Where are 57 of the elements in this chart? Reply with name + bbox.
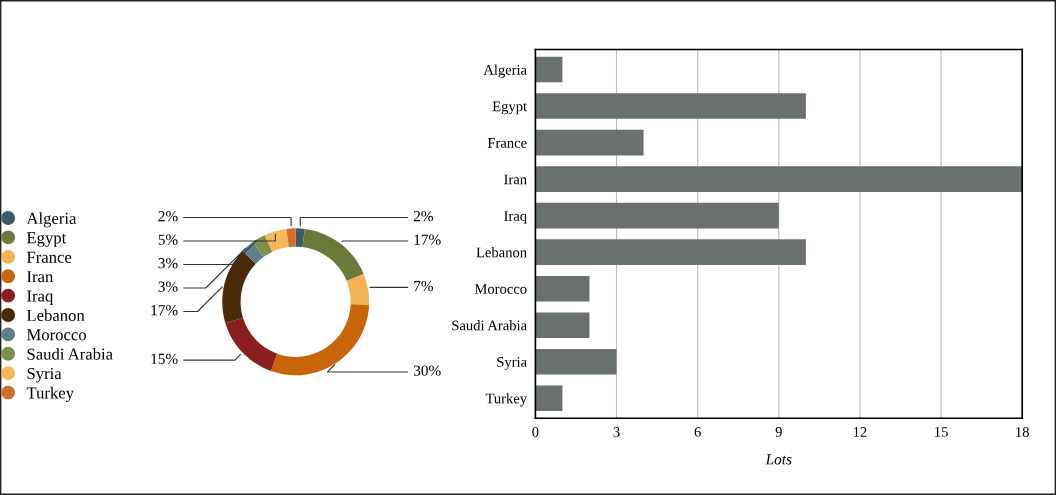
- legend-label: Iran: [27, 271, 54, 283]
- legend-label: Algeria: [26, 212, 77, 228]
- donut-slice: [271, 304, 370, 376]
- data-label: 2%: [158, 210, 178, 222]
- donut-slice: [222, 251, 256, 324]
- bar: [535, 239, 806, 265]
- data-label: 17%: [151, 305, 178, 316]
- donut-slice: [225, 317, 278, 371]
- y-tick-label: Algeria: [483, 64, 527, 78]
- legend-label: France: [26, 251, 72, 263]
- bar: [535, 385, 563, 411]
- donut-slice: [346, 273, 370, 306]
- y-tick-label: Turkey: [485, 393, 527, 407]
- donut-slice: [242, 242, 264, 264]
- y-tick-label: Lebanon: [476, 247, 527, 258]
- y-tick-label: Morocco: [474, 284, 527, 294]
- bar: [535, 312, 590, 338]
- legend-label: Egypt: [26, 232, 67, 247]
- x-tick-label: 18: [1016, 427, 1029, 437]
- bar: [535, 348, 617, 375]
- x-tick-label: 15: [935, 427, 948, 437]
- legend-label: Morocco: [26, 329, 86, 341]
- legend-label: Saudi Arabia: [27, 348, 113, 360]
- data-label: 3%: [158, 258, 178, 269]
- y-tick-label: Egypt: [492, 101, 527, 115]
- x-tick-label: 9: [775, 427, 782, 437]
- data-label: 2%: [413, 210, 434, 222]
- data-label: 3%: [158, 281, 178, 292]
- legend-label: Iraq: [27, 290, 53, 305]
- bar: [535, 202, 779, 229]
- legend-label: Syria: [27, 367, 62, 383]
- x-tick-label: 3: [613, 427, 620, 437]
- bar: [535, 166, 1023, 192]
- data-label: 5%: [158, 234, 178, 245]
- y-tick-label: Iran: [504, 174, 527, 185]
- legend-label: Lebanon: [26, 309, 85, 321]
- donut-slice: [302, 228, 364, 281]
- bar: [535, 93, 806, 119]
- y-tick-label: France: [487, 138, 527, 148]
- donut-slice: [286, 228, 296, 248]
- x-tick-label: 0: [532, 427, 539, 437]
- data-label: 30%: [413, 365, 441, 376]
- donut-slice: [264, 228, 289, 252]
- data-label: 7%: [414, 280, 434, 292]
- y-tick-label: Iraq: [504, 211, 527, 224]
- bar: [535, 56, 563, 83]
- bar: [535, 275, 590, 302]
- bar: [535, 129, 644, 156]
- y-tick-label: Syria: [497, 357, 527, 370]
- data-label: 15%: [151, 353, 178, 364]
- x-tick-label: 12: [853, 427, 867, 437]
- data-label: 17%: [414, 234, 441, 245]
- donut-slice: [295, 228, 305, 248]
- legend-label: Turkey: [26, 386, 74, 403]
- y-tick-label: Saudi Arabia: [452, 320, 527, 331]
- x-axis-title: Lots: [765, 454, 792, 465]
- x-tick-label: 6: [694, 427, 701, 437]
